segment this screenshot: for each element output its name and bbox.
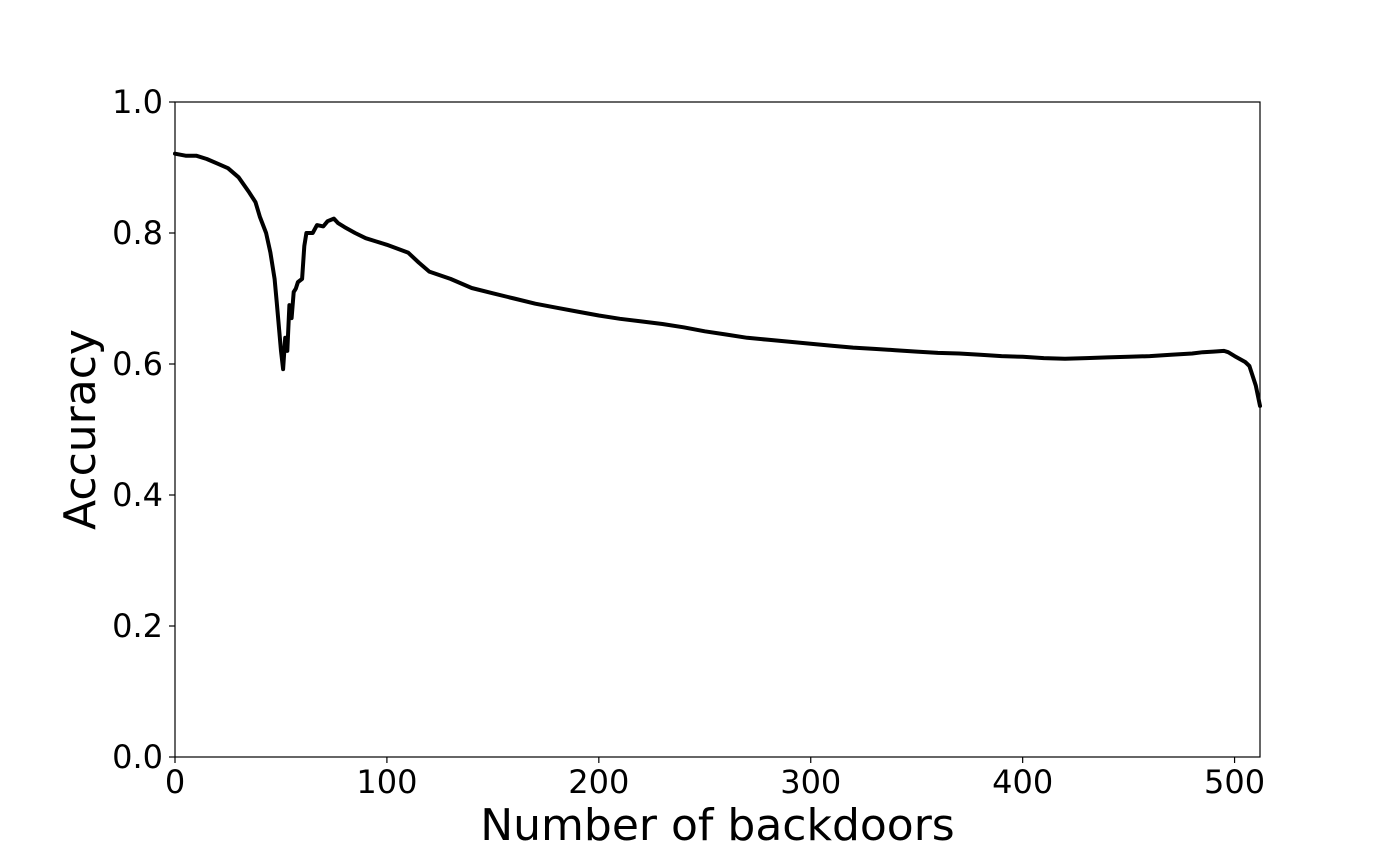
y-axis-label: Accuracy [55, 329, 106, 530]
x-tick-label: 200 [568, 763, 629, 801]
y-tick-label: 0.4 [112, 476, 163, 514]
x-tick-label: 100 [356, 763, 417, 801]
series-line-0 [173, 151, 1262, 408]
plot-area [173, 151, 1262, 408]
x-axis-label: Number of backdoors [480, 800, 954, 850]
x-tick-label: 500 [1204, 763, 1265, 801]
y-axis-ticks: 0.0 0.2 0.4 0.6 0.8 1.0 [112, 83, 175, 776]
x-tick-label: 400 [992, 763, 1053, 801]
x-tick-label: 0 [165, 763, 185, 801]
y-tick-label: 1.0 [112, 83, 163, 121]
x-axis-ticks: 0 100 200 300 400 500 [165, 757, 1265, 801]
x-tick-label: 300 [780, 763, 841, 801]
y-tick-label: 0.0 [112, 738, 163, 776]
y-tick-label: 0.6 [112, 345, 163, 383]
y-tick-label: 0.2 [112, 607, 163, 645]
plot-frame [174, 101, 1261, 758]
y-tick-label: 0.8 [112, 214, 163, 252]
